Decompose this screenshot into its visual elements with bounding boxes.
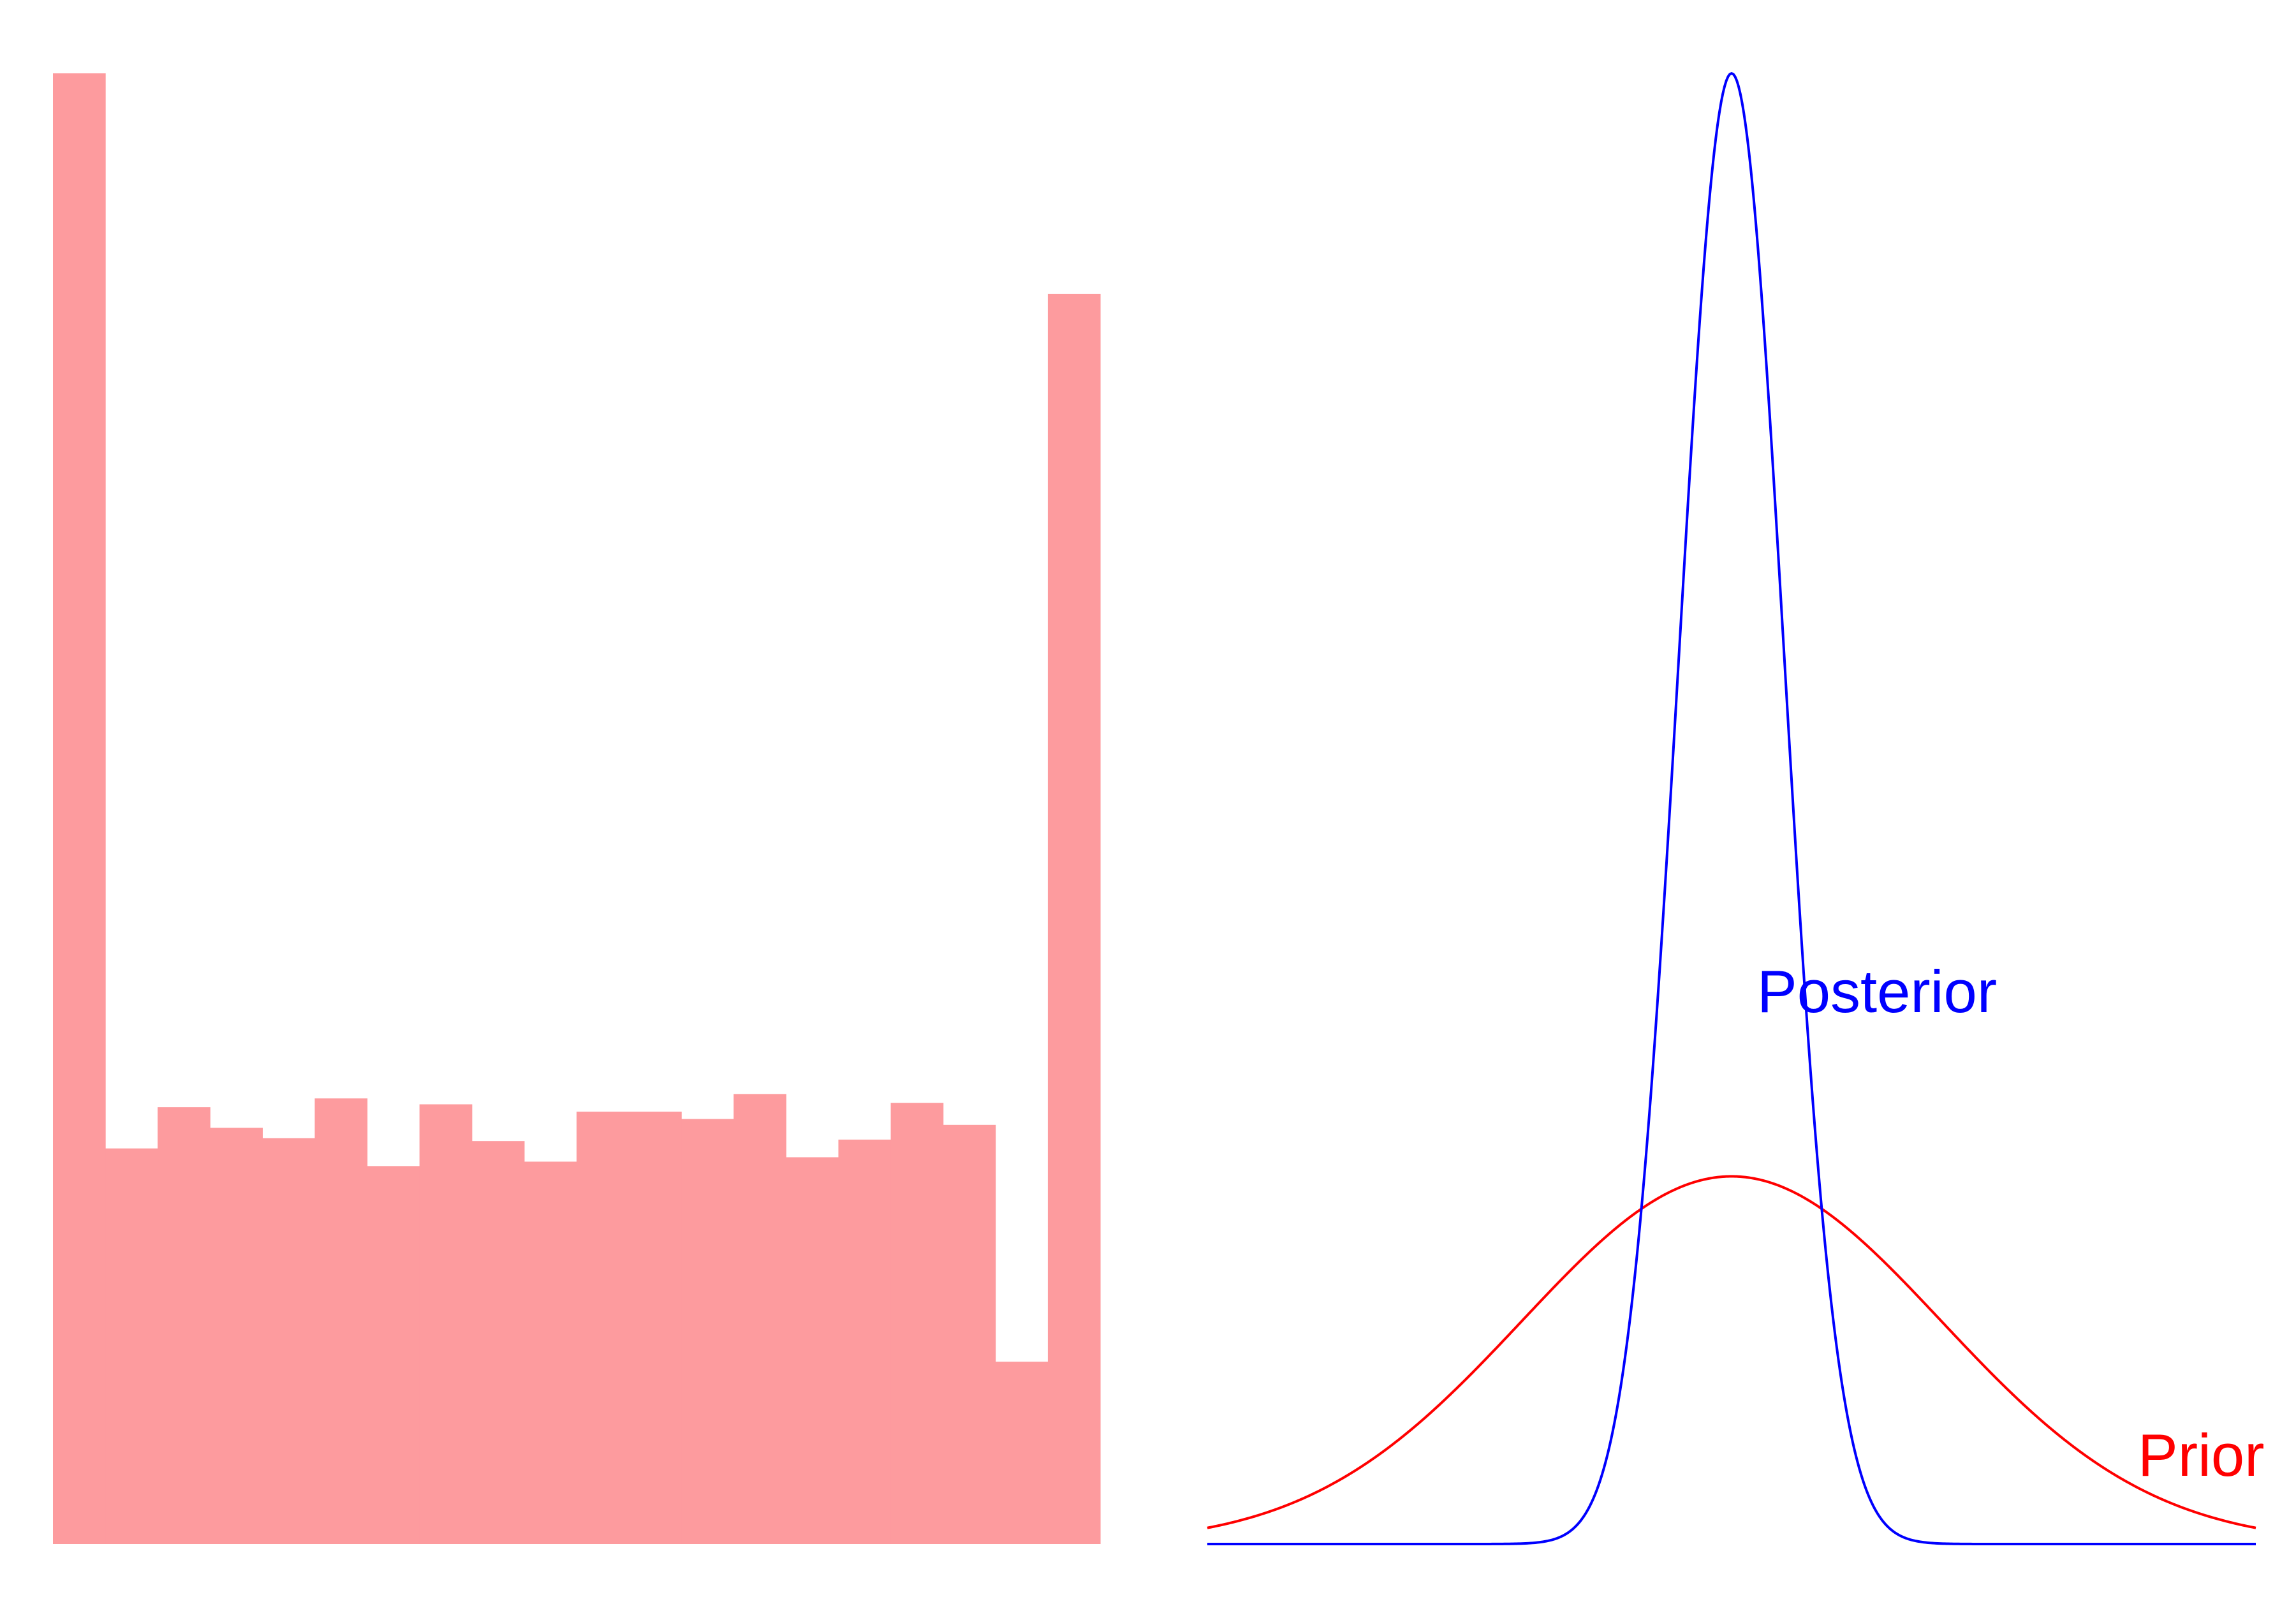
histogram-bar — [53, 73, 106, 1544]
histogram-bar — [471, 1141, 525, 1544]
histogram-panel — [53, 73, 1101, 1544]
histogram-bar — [419, 1104, 473, 1544]
density-panel: Posterior Prior — [1207, 72, 2264, 1545]
histogram-bar — [210, 1128, 263, 1544]
prior-curve — [1207, 1175, 2256, 1529]
histogram-bar — [1047, 293, 1101, 1544]
histogram-bar — [577, 1112, 629, 1544]
density-curves — [1207, 72, 2256, 1545]
histogram-bar — [524, 1161, 577, 1544]
histogram-bar — [629, 1112, 682, 1544]
histogram-bar — [995, 1362, 1049, 1544]
histogram-bar — [890, 1103, 944, 1544]
histogram-bar — [367, 1166, 420, 1544]
posterior-label: Posterior — [1757, 958, 1997, 1025]
histogram-bar — [733, 1094, 786, 1544]
prior-label: Prior — [2138, 1422, 2264, 1489]
histogram-bar — [314, 1098, 368, 1544]
histogram-bar — [105, 1148, 158, 1544]
histogram-bar — [838, 1139, 892, 1544]
histogram-bar — [158, 1107, 210, 1544]
histogram-bar — [786, 1157, 839, 1544]
posterior-curve — [1207, 72, 2256, 1545]
histogram-bar — [943, 1124, 996, 1544]
histogram-bar — [681, 1119, 734, 1544]
histogram-bar — [262, 1138, 316, 1544]
